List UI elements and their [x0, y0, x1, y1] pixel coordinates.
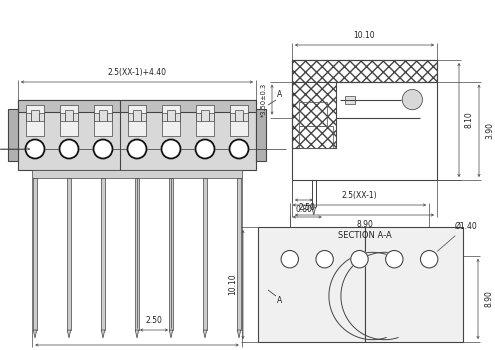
- Bar: [203, 178, 207, 330]
- Polygon shape: [101, 330, 105, 338]
- Text: SECTION A-A: SECTION A-A: [338, 231, 392, 240]
- Bar: [292, 60, 437, 82]
- Polygon shape: [312, 207, 316, 215]
- Text: 10.10: 10.10: [228, 274, 237, 295]
- Bar: [365, 227, 463, 342]
- Polygon shape: [33, 330, 37, 338]
- Bar: [128, 113, 133, 121]
- Bar: [31, 110, 39, 121]
- Text: 0.80: 0.80: [296, 205, 312, 214]
- Bar: [235, 110, 243, 121]
- Text: 8.90: 8.90: [356, 220, 373, 229]
- Text: *3.50±0.3: *3.50±0.3: [261, 83, 267, 117]
- Bar: [258, 227, 365, 342]
- Text: 2.50: 2.50: [146, 316, 162, 325]
- Bar: [298, 102, 327, 126]
- Circle shape: [94, 140, 112, 159]
- Text: A: A: [277, 90, 282, 99]
- Bar: [135, 178, 139, 330]
- Bar: [201, 110, 209, 121]
- Text: A: A: [277, 296, 282, 305]
- Text: 2.50: 2.50: [299, 203, 316, 212]
- Circle shape: [386, 251, 403, 268]
- Bar: [230, 113, 235, 121]
- Text: 3.90: 3.90: [485, 122, 494, 139]
- Polygon shape: [237, 330, 241, 338]
- Bar: [107, 113, 112, 121]
- Circle shape: [59, 140, 79, 159]
- Bar: [292, 82, 336, 148]
- Circle shape: [420, 251, 438, 268]
- Circle shape: [25, 140, 45, 159]
- Bar: [67, 178, 71, 330]
- Polygon shape: [203, 330, 207, 338]
- Bar: [167, 110, 175, 121]
- Polygon shape: [169, 330, 173, 338]
- Bar: [196, 105, 214, 136]
- Bar: [133, 110, 141, 121]
- Bar: [18, 100, 256, 112]
- Polygon shape: [67, 330, 71, 338]
- Bar: [162, 105, 180, 136]
- Bar: [94, 113, 99, 121]
- Circle shape: [196, 140, 214, 159]
- Bar: [162, 113, 167, 121]
- Text: 2.5(XX-1)+4.40: 2.5(XX-1)+4.40: [107, 68, 166, 77]
- Bar: [8, 109, 18, 161]
- Bar: [18, 100, 256, 170]
- Bar: [128, 105, 147, 136]
- Bar: [101, 178, 105, 330]
- Text: 2.5(XX-1): 2.5(XX-1): [342, 191, 377, 200]
- Bar: [26, 113, 31, 121]
- Bar: [169, 178, 173, 330]
- Bar: [230, 105, 248, 136]
- Bar: [196, 113, 201, 121]
- Bar: [298, 126, 333, 148]
- Circle shape: [316, 251, 333, 268]
- Bar: [73, 113, 78, 121]
- Bar: [60, 113, 65, 121]
- Bar: [175, 113, 180, 121]
- Bar: [33, 178, 37, 330]
- Text: 10.10: 10.10: [354, 31, 375, 40]
- Polygon shape: [135, 330, 139, 338]
- Bar: [39, 113, 45, 121]
- Circle shape: [128, 140, 147, 159]
- Text: Ø1.40: Ø1.40: [438, 222, 477, 251]
- Circle shape: [281, 251, 298, 268]
- Text: 8.10: 8.10: [465, 112, 474, 128]
- Bar: [99, 110, 107, 121]
- Circle shape: [230, 140, 248, 159]
- Bar: [209, 113, 214, 121]
- Bar: [94, 105, 112, 136]
- Bar: [256, 109, 266, 161]
- Bar: [141, 113, 147, 121]
- Bar: [26, 105, 45, 136]
- Bar: [60, 105, 78, 136]
- Bar: [65, 110, 73, 121]
- Bar: [237, 178, 241, 330]
- Circle shape: [402, 90, 422, 110]
- Bar: [243, 113, 248, 121]
- Bar: [32, 170, 242, 178]
- Text: 8.90: 8.90: [484, 290, 493, 307]
- Circle shape: [161, 140, 181, 159]
- Circle shape: [351, 251, 368, 268]
- Bar: [345, 96, 354, 104]
